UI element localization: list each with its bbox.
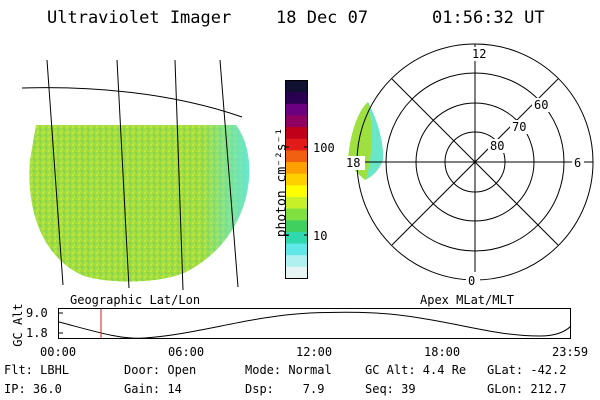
altitude-curve xyxy=(58,311,572,339)
colorbar-cell xyxy=(285,138,308,151)
time-label: 01:56:32 UT xyxy=(432,8,545,28)
status-ip: IP: 36.0 xyxy=(4,382,62,396)
geographic-panel-label: Geographic Lat/Lon xyxy=(70,293,201,307)
colorbar-cell xyxy=(285,80,308,93)
status-seq: Seq: 39 xyxy=(365,382,416,396)
colorbar-cell xyxy=(285,266,308,279)
status-door: Door: Open xyxy=(124,363,197,377)
aurora-image-region xyxy=(29,125,250,282)
polar-plot xyxy=(345,43,594,286)
altitude-ymin-label: 1.8 xyxy=(26,326,48,340)
colorbar-cell xyxy=(285,92,308,105)
colorbar-tick-10: 10 xyxy=(313,229,328,243)
colorbar-tick-100: 100 xyxy=(313,141,335,155)
colorbar xyxy=(285,80,308,279)
lat-lon-grid xyxy=(21,59,243,291)
mlat-label-60: 60 xyxy=(534,98,549,112)
status-mode: Mode: Normal xyxy=(245,363,332,377)
status-glat: GLat: -42.2 xyxy=(487,363,567,377)
mlt-label-6: 6 xyxy=(574,156,582,170)
xtick-1200: 12:00 xyxy=(296,345,333,359)
colorbar-cell xyxy=(285,208,308,221)
colorbar-cell xyxy=(285,127,308,140)
altitude-ymax-label: 9.0 xyxy=(26,306,48,320)
status-gain: Gain: 14 xyxy=(124,382,182,396)
xtick-0600: 06:00 xyxy=(168,345,205,359)
colorbar-cell xyxy=(285,115,308,128)
status-gc-alt: GC Alt: 4.4 Re xyxy=(365,363,467,377)
geographic-image xyxy=(21,59,250,291)
xtick-1800: 18:00 xyxy=(424,345,461,359)
instrument-title: Ultraviolet Imager xyxy=(47,8,232,28)
xtick-2359: 23:59 xyxy=(552,345,589,359)
colorbar-cell xyxy=(285,243,308,256)
colorbar-cell xyxy=(285,231,308,245)
mlat-label-70: 70 xyxy=(512,120,527,134)
colorbar-cell xyxy=(285,162,308,175)
colorbar-cell xyxy=(285,255,308,268)
colorbar-cell xyxy=(285,185,308,198)
colorbar-cell xyxy=(285,220,308,233)
mlt-label-0: 0 xyxy=(468,274,476,288)
status-dsp: Dsp: 7.9 xyxy=(245,382,325,396)
colorbar-cell xyxy=(285,150,308,163)
mlat-label-80: 80 xyxy=(490,139,505,153)
mlt-label-18: 18 xyxy=(346,156,361,170)
polar-panel-label: Apex MLat/MLT xyxy=(420,293,514,307)
colorbar-unit-label: photon cm⁻²s⁻¹ xyxy=(274,127,290,238)
altitude-ylabel: GC Alt xyxy=(11,303,25,347)
mlt-label-12: 12 xyxy=(472,47,487,61)
status-filter: Flt: LBHL xyxy=(4,363,70,377)
xtick-0000: 00:00 xyxy=(40,345,77,359)
colorbar-cell xyxy=(285,103,308,116)
date-label: 18 Dec 07 xyxy=(276,8,369,28)
colorbar-cell xyxy=(285,196,308,210)
status-glon: GLon: 212.7 xyxy=(487,382,567,396)
colorbar-cell xyxy=(285,173,308,186)
altitude-plot xyxy=(58,308,572,339)
